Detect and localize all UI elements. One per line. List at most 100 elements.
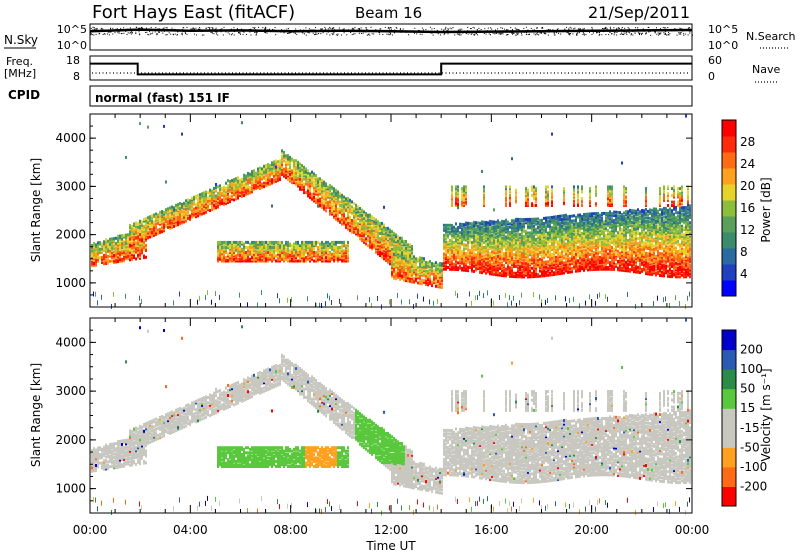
power-cell <box>437 268 439 272</box>
power-cell <box>399 272 401 276</box>
power-cell <box>489 233 491 237</box>
power-cell <box>505 228 507 232</box>
power-cell <box>141 249 143 253</box>
power-cell <box>347 244 349 248</box>
nsky-point <box>147 33 149 35</box>
power-cell <box>481 255 483 259</box>
power-cell <box>247 251 249 254</box>
nsky-point <box>506 34 508 36</box>
power-cell <box>91 262 93 266</box>
power-cell <box>217 259 219 263</box>
power-cell <box>321 185 323 189</box>
power-cell <box>499 263 501 267</box>
power-cell <box>221 193 223 197</box>
nsky-point <box>459 34 461 36</box>
power-cell <box>341 222 343 226</box>
power-cell <box>393 276 395 280</box>
power-cell <box>263 240 265 244</box>
power-cell <box>217 205 219 209</box>
power-cell <box>485 236 487 240</box>
power-cell <box>301 257 303 261</box>
power-cell <box>183 212 185 216</box>
power-cell <box>251 176 253 180</box>
power-cell <box>307 191 309 195</box>
power-cell <box>261 251 263 254</box>
power-cell <box>279 166 281 170</box>
power-cell <box>251 178 253 182</box>
power-cell <box>257 256 259 260</box>
power-cell <box>135 241 137 245</box>
power-cell <box>501 246 503 250</box>
power-cell <box>353 208 355 212</box>
power-cell <box>259 178 261 182</box>
power-cell <box>309 175 311 179</box>
power-cell <box>383 238 385 242</box>
power-cell <box>261 242 263 246</box>
power-cell <box>449 252 451 256</box>
power-cell <box>463 200 465 204</box>
power-cell <box>499 253 501 257</box>
power-cell <box>495 236 497 239</box>
nsky-point <box>585 30 587 32</box>
power-cell <box>501 230 503 233</box>
power-cell <box>245 188 247 191</box>
power-cell <box>453 240 455 244</box>
power-cell <box>475 268 477 272</box>
power-cell <box>407 254 409 258</box>
power-cell <box>463 255 465 259</box>
nsky-point <box>102 34 104 35</box>
power-cell <box>305 251 307 254</box>
nsky-point <box>681 30 683 32</box>
power-cell <box>109 242 111 246</box>
power-cell <box>247 173 249 177</box>
power-cell <box>191 215 193 219</box>
power-cell <box>199 201 201 205</box>
power-cell <box>131 249 133 253</box>
nsky-point <box>174 33 176 35</box>
power-cell <box>347 222 349 226</box>
nsky-point <box>578 32 580 34</box>
power-cell <box>107 239 109 243</box>
power-cell <box>313 252 315 256</box>
power-cell <box>221 188 223 192</box>
power-cell <box>363 210 365 214</box>
power-cell <box>145 218 147 222</box>
power-cell <box>443 240 445 244</box>
power-cell <box>425 282 427 286</box>
power-cell <box>303 240 305 244</box>
power-cell <box>345 249 347 253</box>
nsky-point <box>576 33 577 35</box>
power-cell <box>357 205 359 209</box>
power-cell <box>147 234 149 238</box>
power-cell <box>463 202 465 206</box>
power-cell <box>439 273 441 277</box>
nsky-point <box>642 32 644 34</box>
power-cell <box>107 254 109 258</box>
power-cell <box>267 176 269 180</box>
nsky-point <box>207 27 209 28</box>
power-cell <box>279 246 281 249</box>
power-cell <box>119 259 121 263</box>
power-cell <box>501 241 503 245</box>
power-cell <box>135 221 137 225</box>
nsky-point <box>660 32 662 34</box>
power-cell <box>439 275 441 279</box>
power-cell <box>245 240 247 244</box>
power-cell <box>347 220 349 224</box>
power-cell <box>205 190 207 194</box>
power-cell <box>315 259 317 263</box>
power-cell <box>345 200 347 204</box>
power-cell <box>485 268 487 272</box>
power-cell <box>451 234 453 237</box>
nsky-point <box>408 34 410 36</box>
power-cell <box>395 253 397 257</box>
power-cell <box>277 254 279 258</box>
power-cell <box>361 229 363 232</box>
power-cell <box>491 254 493 257</box>
nsky-point <box>267 29 269 31</box>
power-cell <box>341 244 343 248</box>
power-cell <box>493 245 495 249</box>
power-noise-cell <box>93 291 94 297</box>
power-cell <box>377 220 379 224</box>
power-cell <box>463 260 465 264</box>
